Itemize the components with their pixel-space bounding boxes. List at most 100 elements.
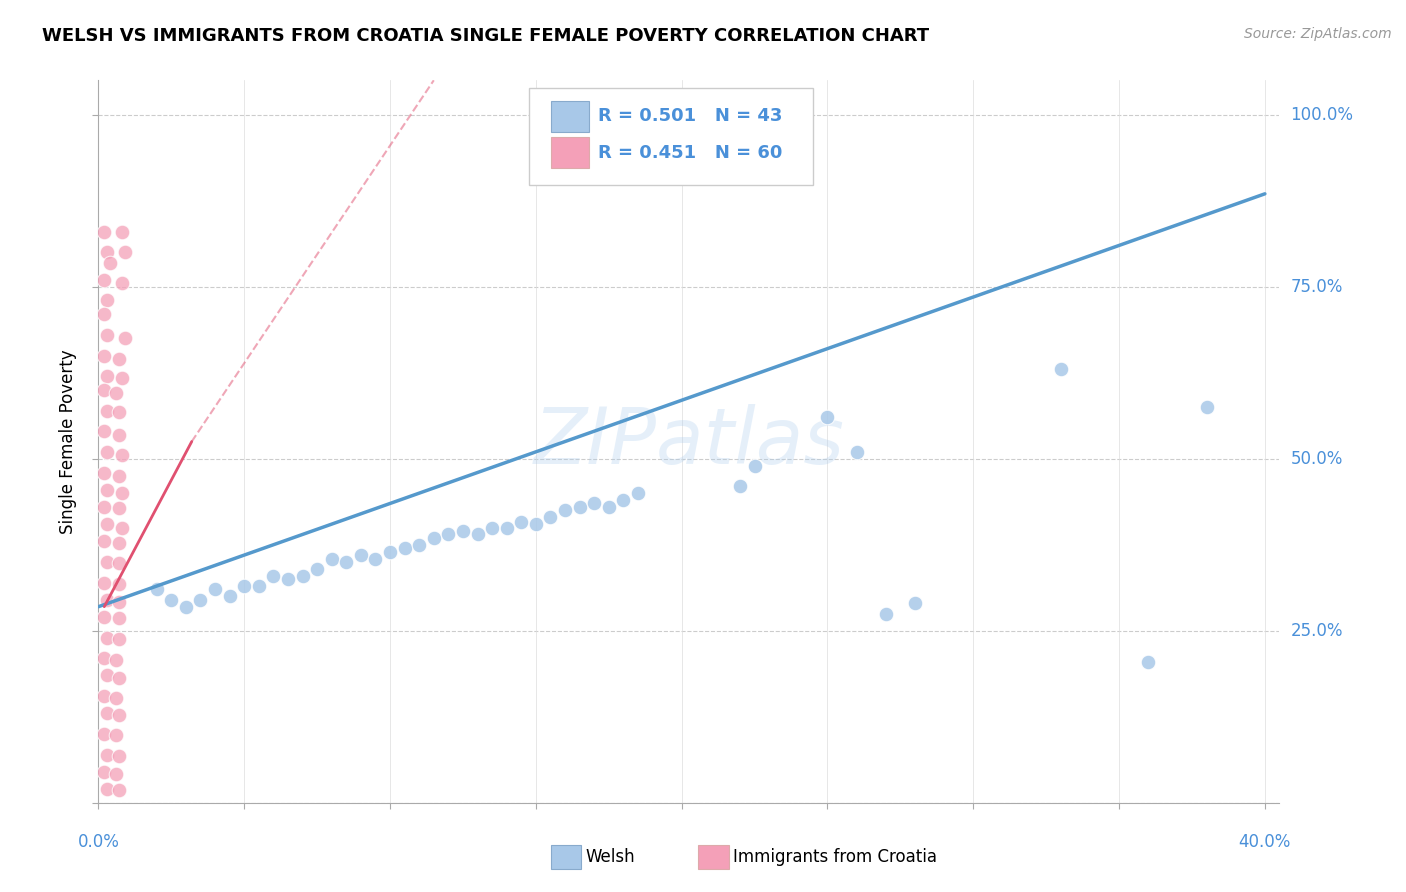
Point bbox=[627, 486, 650, 500]
Point bbox=[108, 611, 131, 625]
Point bbox=[96, 245, 118, 260]
Text: ZIPatlas: ZIPatlas bbox=[533, 403, 845, 480]
Point bbox=[321, 551, 343, 566]
Point bbox=[495, 520, 517, 534]
Point bbox=[96, 782, 118, 797]
Point bbox=[96, 555, 118, 569]
Point bbox=[568, 500, 591, 514]
Text: 100.0%: 100.0% bbox=[1291, 105, 1354, 124]
Text: WELSH VS IMMIGRANTS FROM CROATIA SINGLE FEMALE POVERTY CORRELATION CHART: WELSH VS IMMIGRANTS FROM CROATIA SINGLE … bbox=[42, 27, 929, 45]
Point bbox=[174, 599, 197, 614]
Point bbox=[104, 386, 127, 401]
Point bbox=[108, 535, 131, 549]
Point bbox=[93, 273, 115, 287]
Text: 40.0%: 40.0% bbox=[1239, 833, 1291, 851]
Point bbox=[277, 572, 299, 586]
Text: R = 0.451   N = 60: R = 0.451 N = 60 bbox=[598, 144, 782, 161]
Point bbox=[350, 548, 373, 562]
Point bbox=[218, 590, 240, 604]
Point bbox=[108, 749, 131, 764]
Point bbox=[111, 370, 134, 384]
Point bbox=[364, 551, 387, 566]
Point bbox=[437, 527, 460, 541]
Point bbox=[108, 577, 131, 591]
Point bbox=[93, 424, 115, 438]
Point bbox=[96, 403, 118, 417]
Point bbox=[247, 579, 270, 593]
Point bbox=[108, 632, 131, 646]
Point bbox=[1195, 400, 1218, 414]
Point bbox=[108, 501, 131, 516]
FancyBboxPatch shape bbox=[551, 101, 589, 132]
Point bbox=[394, 541, 416, 556]
Point bbox=[93, 610, 115, 624]
Point bbox=[104, 691, 127, 706]
Point bbox=[96, 706, 118, 721]
Point bbox=[96, 517, 118, 532]
Point bbox=[817, 410, 839, 425]
Point bbox=[93, 500, 115, 514]
Point bbox=[524, 517, 547, 532]
Point bbox=[93, 764, 115, 779]
Point bbox=[510, 515, 533, 529]
Point bbox=[307, 562, 329, 576]
Point bbox=[93, 727, 115, 741]
Point bbox=[108, 595, 131, 609]
Point bbox=[114, 331, 136, 345]
Point bbox=[904, 596, 927, 610]
Point bbox=[93, 689, 115, 703]
Point bbox=[114, 245, 136, 260]
Text: Welsh: Welsh bbox=[585, 848, 634, 866]
Point bbox=[93, 383, 115, 397]
FancyBboxPatch shape bbox=[551, 136, 589, 169]
Point bbox=[96, 445, 118, 459]
Point bbox=[262, 568, 284, 582]
Point bbox=[1137, 655, 1160, 669]
Point bbox=[96, 369, 118, 384]
FancyBboxPatch shape bbox=[551, 845, 582, 870]
Text: 25.0%: 25.0% bbox=[1291, 622, 1343, 640]
Point bbox=[96, 631, 118, 645]
Point bbox=[96, 483, 118, 497]
Point bbox=[96, 293, 118, 308]
Point bbox=[291, 568, 314, 582]
Point bbox=[111, 225, 134, 239]
Point bbox=[96, 592, 118, 607]
Text: 0.0%: 0.0% bbox=[77, 833, 120, 851]
Y-axis label: Single Female Poverty: Single Female Poverty bbox=[59, 350, 77, 533]
Point bbox=[111, 448, 134, 462]
Text: R = 0.501   N = 43: R = 0.501 N = 43 bbox=[598, 107, 782, 126]
FancyBboxPatch shape bbox=[530, 87, 813, 185]
Point bbox=[108, 557, 131, 571]
Point bbox=[111, 486, 134, 500]
Text: 50.0%: 50.0% bbox=[1291, 450, 1343, 467]
Point bbox=[104, 767, 127, 781]
Point bbox=[93, 534, 115, 549]
Point bbox=[93, 225, 115, 239]
Point bbox=[108, 469, 131, 483]
Text: Source: ZipAtlas.com: Source: ZipAtlas.com bbox=[1244, 27, 1392, 41]
Point bbox=[875, 607, 897, 621]
Point bbox=[1049, 362, 1071, 376]
Point bbox=[408, 538, 430, 552]
Point bbox=[554, 503, 576, 517]
Point bbox=[845, 445, 868, 459]
Point bbox=[728, 479, 751, 493]
Point bbox=[96, 747, 118, 762]
Point bbox=[104, 653, 127, 667]
Point bbox=[96, 327, 118, 342]
FancyBboxPatch shape bbox=[699, 845, 730, 870]
Text: Immigrants from Croatia: Immigrants from Croatia bbox=[733, 848, 936, 866]
Point bbox=[108, 351, 131, 366]
Point bbox=[93, 349, 115, 363]
Point bbox=[96, 668, 118, 682]
Point bbox=[108, 405, 131, 419]
Point bbox=[93, 651, 115, 665]
Point bbox=[108, 671, 131, 685]
Point bbox=[108, 708, 131, 723]
Point bbox=[538, 510, 561, 524]
Point bbox=[744, 458, 766, 473]
Point bbox=[467, 527, 489, 541]
Point bbox=[98, 255, 121, 269]
Point bbox=[93, 307, 115, 321]
